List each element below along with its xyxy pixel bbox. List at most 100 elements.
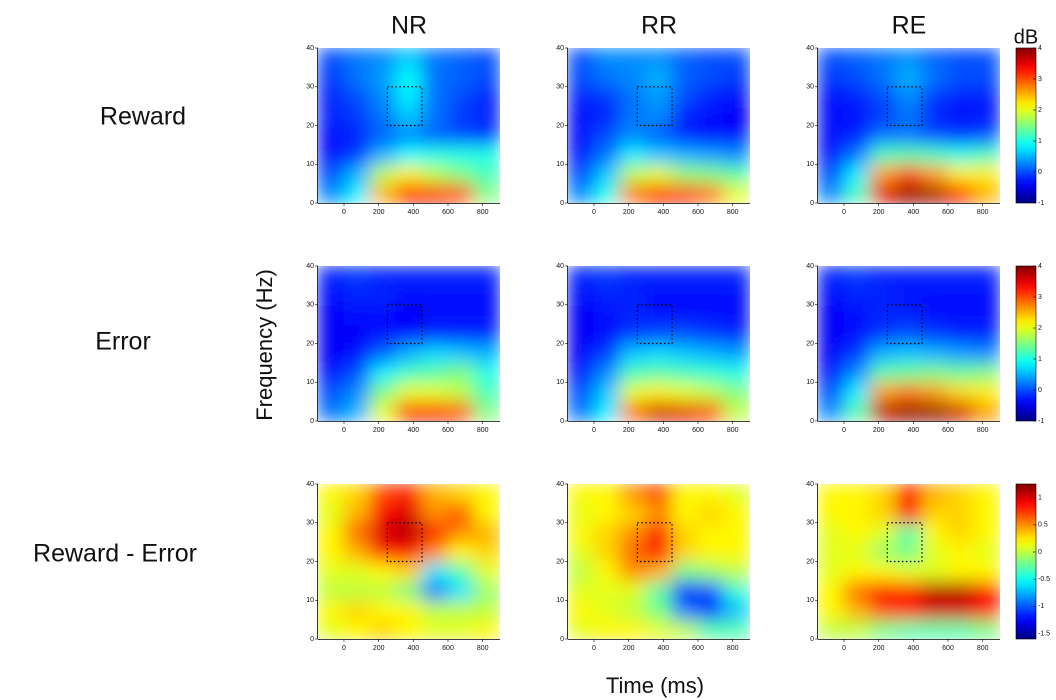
heatmap-cell xyxy=(947,343,975,364)
heatmap-cell xyxy=(343,266,371,286)
heatmap-cell xyxy=(395,381,423,403)
colorbar-tick-label: 0.5 xyxy=(1038,522,1048,529)
heatmap-cell xyxy=(318,580,345,601)
heatmap-cell xyxy=(921,48,949,68)
heatmap-cell xyxy=(973,66,1000,88)
heatmap-cell xyxy=(895,144,923,165)
heatmap-cell xyxy=(818,619,845,639)
heatmap-cell xyxy=(843,599,871,621)
x-tick-label: 0 xyxy=(592,209,596,216)
heatmap xyxy=(568,484,750,639)
heatmap-cell xyxy=(645,381,673,403)
y-tick-label: 30 xyxy=(306,520,314,527)
heatmap-cell xyxy=(869,284,897,306)
heatmap-cell xyxy=(671,541,699,562)
heatmap-cell xyxy=(369,362,397,383)
heatmap-cell xyxy=(947,48,975,68)
heatmap-cell xyxy=(973,580,1000,601)
heatmap-cell xyxy=(671,599,699,621)
heatmap-cell xyxy=(723,599,750,621)
heatmap-cell xyxy=(671,362,699,383)
heatmap-cell xyxy=(645,66,673,88)
heatmap-cell xyxy=(473,144,500,165)
heatmap-cell xyxy=(318,522,345,543)
y-tick-label: 20 xyxy=(806,122,814,129)
heatmap-cell xyxy=(568,580,595,601)
heatmap-cell xyxy=(671,125,699,146)
heatmap-cell xyxy=(593,502,621,524)
heatmap-cell xyxy=(921,163,949,185)
y-tick-label: 20 xyxy=(806,340,814,347)
heatmap-cell xyxy=(421,522,449,543)
heatmap-cell xyxy=(619,580,647,601)
heatmap-cell xyxy=(343,522,371,543)
heatmap-cell xyxy=(473,401,500,421)
heatmap-cell xyxy=(697,304,725,325)
heatmap-cell xyxy=(395,401,423,421)
heatmap-cell xyxy=(473,502,500,524)
heatmap-cell xyxy=(343,381,371,403)
heatmap-cell xyxy=(843,183,871,203)
heatmap-cell xyxy=(369,619,397,639)
heatmap-cell xyxy=(473,125,500,146)
heatmap-cell xyxy=(818,561,845,582)
heatmap-cell xyxy=(843,401,871,421)
roi-box xyxy=(886,86,923,127)
heatmap-cell xyxy=(318,304,345,325)
heatmap-cell xyxy=(671,304,699,325)
heatmap-cell xyxy=(697,48,725,68)
heatmap-cell xyxy=(947,561,975,582)
heatmap-cell xyxy=(343,502,371,524)
heatmap-cell xyxy=(645,580,673,601)
x-tick-label: 400 xyxy=(907,645,919,652)
colorbar-tick-label: -1 xyxy=(1038,200,1044,207)
heatmap-cell xyxy=(568,619,595,639)
heatmap-cell xyxy=(973,105,1000,126)
heatmap xyxy=(818,484,1000,639)
x-tick-label: 200 xyxy=(623,645,635,652)
heatmap-cell xyxy=(818,266,845,286)
heatmap-cell xyxy=(818,66,845,88)
y-tick-label: 40 xyxy=(806,263,814,270)
heatmap-cell xyxy=(473,484,500,504)
heatmap-cell xyxy=(869,125,897,146)
heatmap-cell xyxy=(869,484,897,504)
x-tick-label: 600 xyxy=(692,209,704,216)
roi-box xyxy=(886,304,923,345)
heatmap-cell xyxy=(395,323,423,344)
heatmap-cell xyxy=(421,304,449,325)
y-tick-label: 0 xyxy=(560,200,564,207)
heatmap-cell xyxy=(395,522,423,543)
heatmap-cell xyxy=(645,48,673,68)
heatmap-cell xyxy=(343,125,371,146)
heatmap-cell xyxy=(447,522,475,543)
heatmap-cell xyxy=(593,66,621,88)
roi-box xyxy=(386,86,423,127)
colorbar-tick-label: 2 xyxy=(1038,107,1042,114)
heatmap-cell xyxy=(697,599,725,621)
y-tick-label: 30 xyxy=(556,302,564,309)
y-tick-label: 30 xyxy=(806,84,814,91)
heatmap-cell xyxy=(843,541,871,562)
y-tick-label: 40 xyxy=(556,45,564,52)
heatmap-cell xyxy=(921,541,949,562)
heatmap-cell xyxy=(973,561,1000,582)
row-label: Reward - Error xyxy=(33,540,197,568)
heatmap-cell xyxy=(645,599,673,621)
x-tick-label: 600 xyxy=(692,427,704,434)
heatmap-cell xyxy=(473,66,500,88)
y-tick-label: 0 xyxy=(560,636,564,643)
heatmap-cell xyxy=(369,105,397,126)
heatmap-cell xyxy=(395,619,423,639)
heatmap-cell xyxy=(723,86,750,107)
colorbar-tick-label: 2 xyxy=(1038,325,1042,332)
heatmap-cell xyxy=(619,66,647,88)
heatmap-cell xyxy=(343,323,371,344)
heatmap-cell xyxy=(973,381,1000,403)
heatmap-cell xyxy=(395,144,423,165)
heatmap-cell xyxy=(447,343,475,364)
x-tick-label: 600 xyxy=(442,209,454,216)
heatmap-cell xyxy=(318,284,345,306)
heatmap-cell xyxy=(921,86,949,107)
heatmap-cell xyxy=(395,580,423,601)
